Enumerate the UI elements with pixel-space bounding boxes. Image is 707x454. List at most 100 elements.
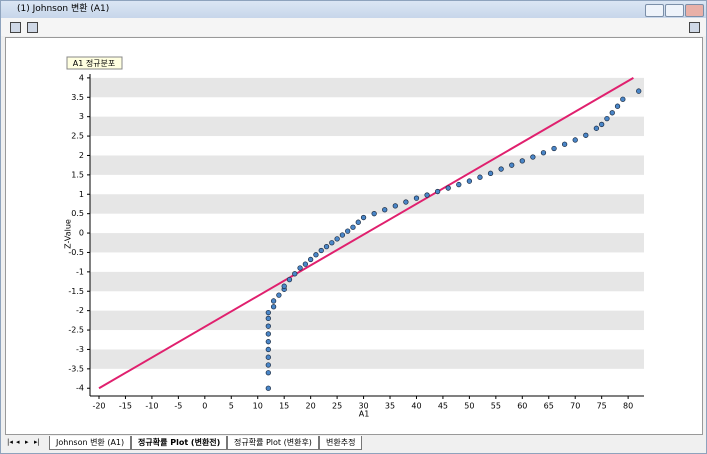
x-tick-label: 10: [253, 402, 263, 411]
data-point: [270, 304, 277, 310]
y-tick-label: 0.5: [71, 209, 84, 218]
x-tick-label: -15: [119, 402, 132, 411]
data-point: [355, 219, 361, 225]
x-tick-label: -20: [92, 402, 105, 411]
tab-nav[interactable]: ▸: [25, 438, 29, 446]
x-tick-label: -10: [145, 402, 158, 411]
grid-band: [90, 116, 644, 137]
x-axis-label: A1: [359, 410, 370, 419]
data-point: [403, 199, 409, 205]
x-tick-label: 15: [279, 402, 289, 411]
grid-band: [90, 77, 644, 98]
grid-band: [90, 349, 644, 369]
grid-band: [90, 271, 644, 292]
y-axis-label: Z-Value: [64, 219, 73, 249]
data-point: [313, 252, 319, 258]
copy-icon[interactable]: [27, 22, 38, 33]
x-tick-label: 25: [332, 402, 342, 411]
data-point: [307, 256, 314, 263]
x-tick-label: 80: [623, 402, 633, 411]
data-point: [551, 145, 557, 152]
data-point: [318, 247, 324, 254]
data-point: [265, 354, 271, 360]
x-tick-label: 0: [202, 402, 207, 411]
maximize-button[interactable]: [665, 4, 684, 17]
data-point: [297, 265, 303, 271]
data-point: [583, 132, 589, 138]
data-point: [265, 309, 271, 316]
y-tick-label: 3.5: [71, 93, 84, 102]
data-point: [329, 240, 335, 246]
data-point: [445, 185, 451, 191]
title-bar: (1) Johnson 변환 (A1): [1, 1, 706, 18]
tab-nav[interactable]: |◂: [7, 438, 13, 446]
grid-band: [90, 155, 644, 175]
data-point: [456, 181, 462, 188]
data-point: [498, 166, 504, 172]
data-point: [434, 188, 441, 195]
x-tick-label: 75: [597, 402, 607, 411]
data-point: [614, 103, 621, 109]
data-point: [281, 283, 287, 289]
y-tick-label: 0: [79, 229, 84, 238]
tab-nav[interactable]: ▸|: [34, 438, 40, 446]
chart-area: A1 정규분포 A1 Z-Value -4 -3.5 -3 -2.5 -2 -1.5 -1 -…: [5, 37, 703, 435]
data-point: [302, 261, 309, 267]
data-point: [350, 224, 356, 230]
data-point: [620, 96, 626, 102]
grid-band: [90, 310, 644, 331]
data-point: [270, 298, 277, 304]
data-point: [371, 211, 377, 217]
window-title: (1) Johnson 변환 (A1): [17, 4, 110, 14]
options-icon[interactable]: [689, 22, 700, 33]
data-point: [509, 162, 515, 168]
data-point: [392, 203, 398, 209]
data-point: [265, 385, 271, 391]
close-button[interactable]: [685, 4, 704, 17]
data-point: [519, 158, 525, 164]
tab[interactable]: 변환추정: [319, 436, 363, 450]
y-tick-label: 3: [79, 112, 84, 121]
data-point: [339, 232, 346, 238]
data-point: [604, 115, 610, 122]
tab-bar: |◂ ◂ ▸ ▸| Johnson 변환 (A1) 정규확률 Plot (변환전) 정규확률…: [1, 435, 706, 453]
data-point: [561, 141, 568, 147]
data-point: [265, 362, 271, 368]
reference-line: [98, 77, 634, 390]
x-tick-label: 50: [464, 402, 474, 411]
data-point: [265, 370, 271, 376]
data-point: [593, 125, 600, 131]
tab[interactable]: 정규확률 Plot (변환후): [227, 436, 319, 450]
data-point: [360, 214, 367, 221]
y-tick-label: -2.5: [68, 326, 84, 335]
tab[interactable]: 정규확률 Plot (변환전): [131, 436, 228, 450]
x-tick-label: 20: [306, 402, 316, 411]
grid-band: [90, 233, 644, 253]
data-point: [487, 170, 494, 176]
data-point: [540, 150, 547, 156]
minimize-button[interactable]: [645, 4, 664, 17]
y-tick-label: -3: [76, 345, 84, 354]
y-tick-label: -4: [76, 384, 84, 393]
y-tick-label: -0.5: [68, 248, 84, 257]
y-tick-label: -2: [76, 306, 84, 315]
x-tick-label: 70: [570, 402, 580, 411]
x-tick-label: -5: [174, 402, 182, 411]
data-point: [265, 339, 271, 345]
data-point: [572, 137, 578, 143]
data-point: [292, 271, 298, 277]
x-tick-label: 40: [411, 402, 421, 411]
data-point: [636, 88, 642, 94]
data-point: [599, 121, 605, 128]
x-tick-label: 5: [229, 402, 234, 411]
tab-nav[interactable]: ◂: [16, 438, 20, 446]
data-point: [286, 276, 293, 283]
data-point: [265, 346, 271, 353]
y-tick-label: -1.5: [68, 287, 84, 296]
data-point: [424, 192, 430, 198]
y-tick-label: 2: [79, 151, 84, 160]
tab[interactable]: Johnson 변환 (A1): [49, 436, 132, 450]
save-icon[interactable]: [10, 22, 21, 33]
y-tick-label: -3.5: [68, 364, 84, 373]
data-point: [477, 174, 483, 180]
